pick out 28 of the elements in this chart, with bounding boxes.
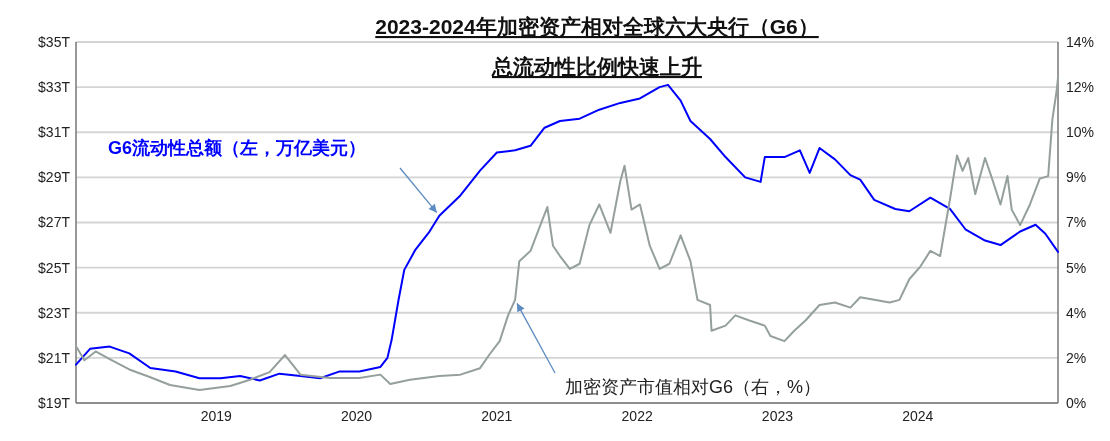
text: 总流动性比例快速上升 xyxy=(491,55,702,78)
y2-tick-label: 10% xyxy=(1066,124,1095,141)
y2-tick-label: 5% xyxy=(1066,259,1087,276)
y-tick-label: $19T xyxy=(38,394,71,411)
y-tick-label: $33T xyxy=(38,79,71,96)
chart-title: 2023-2024年加密资产相对全球六大央行（G6） xyxy=(375,15,819,38)
x-tick-label: 2022 xyxy=(621,408,653,424)
y2-tick-label: 2% xyxy=(1066,349,1087,366)
y2-tick-label: 4% xyxy=(1066,304,1087,321)
y-tick-label: $21T xyxy=(38,349,71,366)
x-tick-label: 2021 xyxy=(481,408,513,424)
y2-tick-label: 0% xyxy=(1066,394,1087,411)
text: G6流动性总额（左，万亿美元） xyxy=(108,138,367,158)
y2-tick-label: 14% xyxy=(1066,33,1095,50)
x-tick-label: 2020 xyxy=(340,408,373,424)
y-tick-label: $35T xyxy=(38,33,71,50)
x-tick-label: 2024 xyxy=(902,408,934,424)
y2-tick-label: 9% xyxy=(1066,169,1087,186)
y2-tick-label: 7% xyxy=(1066,214,1087,231)
x-tick-label: 2019 xyxy=(200,408,233,424)
text: 加密资产市值相对G6（右，%） xyxy=(565,377,822,397)
y2-tick-label: 12% xyxy=(1066,79,1095,96)
x-tick-label: 2023 xyxy=(761,408,794,424)
y-tick-label: $31T xyxy=(38,124,71,141)
y-tick-label: $23T xyxy=(38,304,71,321)
y-tick-label: $27T xyxy=(38,214,71,231)
y-tick-label: $29T xyxy=(38,169,71,186)
y-tick-label: $25T xyxy=(38,259,71,276)
